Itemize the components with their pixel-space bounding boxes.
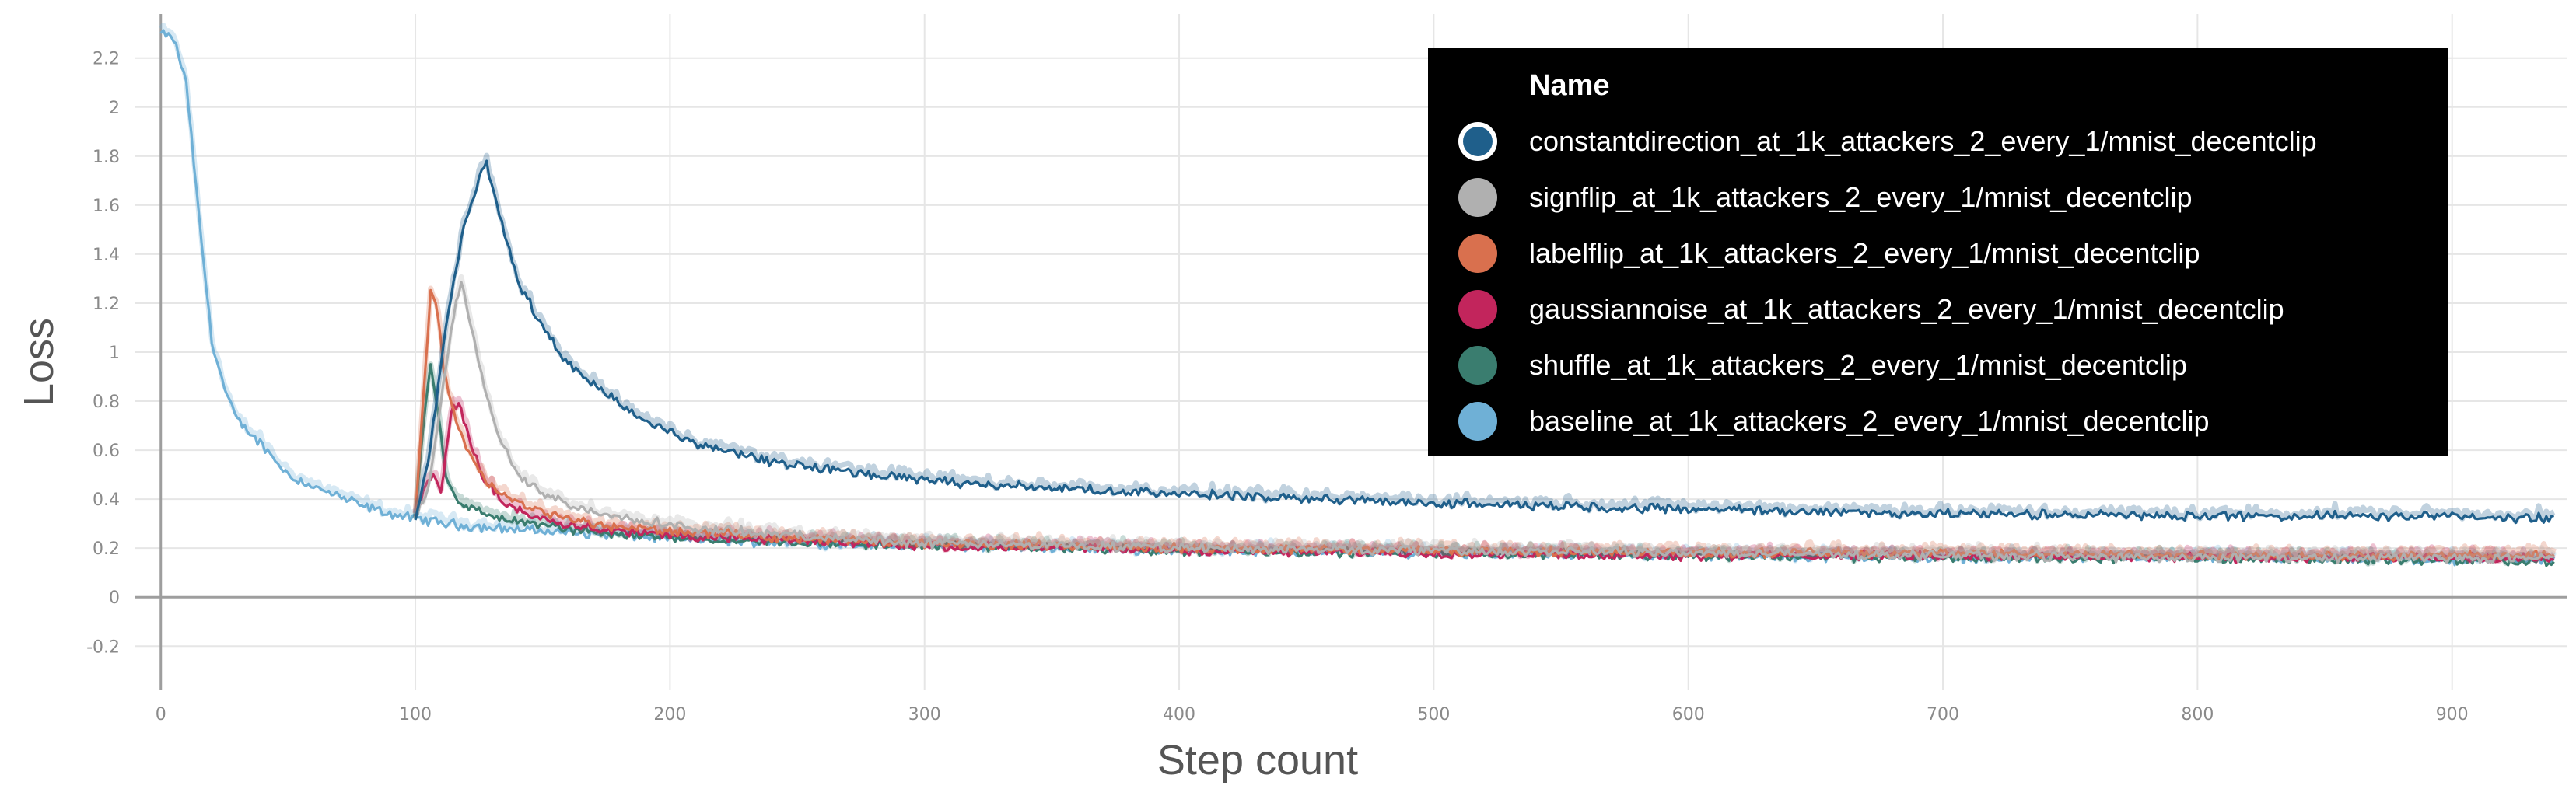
y-tick-label: 0.2 [93, 539, 120, 559]
legend-header: Name [1529, 69, 1610, 102]
series-line[interactable] [414, 159, 2554, 525]
y-tick-label: 2 [109, 99, 120, 118]
legend-label: constantdirection_at_1k_attackers_2_ever… [1529, 125, 2317, 157]
y-tick-label: 1.2 [93, 295, 120, 314]
legend-swatch [1458, 234, 1497, 273]
x-tick-label: 500 [1417, 705, 1450, 724]
legend-item[interactable]: labelflip_at_1k_attackers_2_every_1/mnis… [1458, 234, 2200, 273]
series-lines [158, 23, 2557, 567]
legend-item[interactable]: baseline_at_1k_attackers_2_every_1/mnist… [1458, 402, 2210, 441]
x-tick-label: 400 [1163, 705, 1195, 724]
y-tick-label: 1.8 [93, 148, 120, 167]
legend-item[interactable]: signflip_at_1k_attackers_2_every_1/mnist… [1458, 178, 2193, 217]
y-tick-label: -0.2 [86, 637, 120, 657]
legend-swatch [1458, 346, 1497, 385]
legend[interactable]: Name constantdirection_at_1k_attackers_2… [1428, 48, 2448, 456]
x-tick-label: 900 [2436, 705, 2469, 724]
legend-background [1428, 48, 2448, 456]
legend-label: baseline_at_1k_attackers_2_every_1/mnist… [1529, 405, 2210, 437]
y-tick-label: 0.4 [93, 491, 120, 510]
x-tick-label: 600 [1672, 705, 1705, 724]
x-tick-label: 700 [1927, 705, 1959, 724]
legend-item[interactable]: gaussiannoise_at_1k_attackers_2_every_1/… [1458, 290, 2284, 329]
x-axis-label: Step count [1157, 737, 1358, 784]
axes [135, 14, 2567, 690]
legend-swatch [1458, 178, 1497, 217]
y-tick-label: 2.2 [93, 50, 120, 69]
legend-label: shuffle_at_1k_attackers_2_every_1/mnist_… [1529, 349, 2187, 381]
x-tick-label: 0 [156, 705, 166, 724]
legend-swatch [1463, 127, 1493, 156]
y-tick-label: 1 [109, 344, 120, 363]
legend-label: signflip_at_1k_attackers_2_every_1/mnist… [1529, 181, 2193, 213]
legend-label: gaussiannoise_at_1k_attackers_2_every_1/… [1529, 293, 2284, 325]
legend-swatch [1458, 402, 1497, 441]
x-tick-label: 800 [2181, 705, 2214, 724]
x-tick-label: 100 [399, 705, 432, 724]
y-tick-label: 1.6 [93, 197, 120, 216]
tick-labels: -0.2 0 0.2 0.4 0.6 0.8 1 1.2 1.4 1.6 1.8 2 2.2 0 100 20… [86, 50, 2469, 724]
legend-swatch [1458, 290, 1497, 329]
series-line[interactable] [415, 281, 2554, 564]
y-tick-label: 0 [109, 588, 120, 608]
x-tick-label: 200 [653, 705, 686, 724]
x-tick-label: 300 [908, 705, 941, 724]
legend-item[interactable]: shuffle_at_1k_attackers_2_every_1/mnist_… [1458, 346, 2187, 385]
y-tick-label: 0.8 [93, 393, 120, 412]
legend-label: labelflip_at_1k_attackers_2_every_1/mnis… [1529, 237, 2200, 269]
y-tick-label: 1.4 [93, 246, 120, 265]
legend-item[interactable]: constantdirection_at_1k_attackers_2_ever… [1458, 122, 2317, 161]
y-axis-label: Loss [16, 318, 62, 407]
series-band [412, 274, 2557, 564]
y-tick-label: 0.6 [93, 442, 120, 461]
